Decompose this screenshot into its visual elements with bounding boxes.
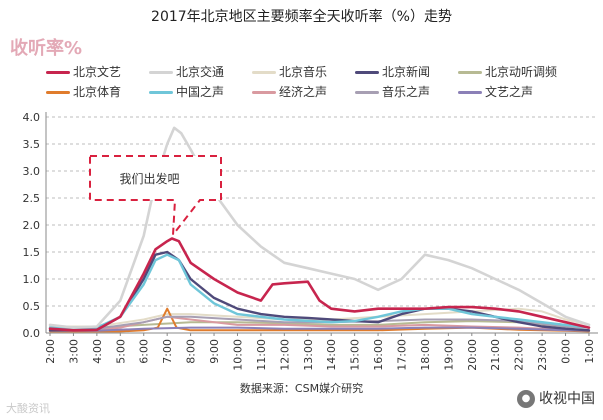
x-tick-label: 0:00 xyxy=(560,339,573,364)
watermark-right-text: 收视中国 xyxy=(539,391,595,407)
legend-label: 北京动听调频 xyxy=(485,65,558,79)
x-tick-label: 3:00 xyxy=(67,339,80,364)
legend-label: 北京体育 xyxy=(73,85,122,99)
legend-label: 文艺之声 xyxy=(485,85,534,99)
watermark-right: ● 收视中国 xyxy=(517,388,595,408)
x-tick-label: 9:00 xyxy=(208,339,221,364)
x-tick-label: 4:00 xyxy=(91,339,104,364)
x-tick-label: 14:00 xyxy=(325,339,338,371)
legend-item: 北京交通 xyxy=(149,63,224,80)
x-tick-label: 11:00 xyxy=(255,339,268,371)
legend-swatch xyxy=(46,91,70,94)
legend-label: 北京交通 xyxy=(176,65,225,79)
series-line-2 xyxy=(48,126,591,329)
series-line-7 xyxy=(48,253,591,329)
y-tick-label: 3.5 xyxy=(23,138,41,151)
x-tick-label: 19:00 xyxy=(442,339,455,371)
x-tick-label: 23:00 xyxy=(536,339,549,371)
x-tick-label: 10:00 xyxy=(231,339,244,371)
legend-item: 音乐之声 xyxy=(355,83,430,100)
series-line-8 xyxy=(49,315,590,332)
y-tick-label: 0.5 xyxy=(23,300,41,313)
x-tick-label: 21:00 xyxy=(489,339,502,371)
legend-swatch xyxy=(458,91,482,94)
legend-label: 中国之声 xyxy=(176,85,225,99)
series-line-9 xyxy=(49,315,590,330)
x-tick-label: 22:00 xyxy=(513,339,526,371)
legend-swatch xyxy=(458,71,482,74)
legend-item: 北京新闻 xyxy=(355,63,430,80)
wechat-icon: ● xyxy=(517,390,535,408)
series-line-1 xyxy=(48,237,591,332)
legend-swatch xyxy=(252,91,276,94)
series-line-5 xyxy=(49,320,590,329)
y-axis-label: 收听率% xyxy=(10,38,83,59)
x-tick-label: 2:00 xyxy=(44,339,57,364)
y-tick-label: 2.5 xyxy=(23,192,41,205)
legend-swatch xyxy=(149,71,173,74)
legend-item: 北京体育 xyxy=(46,83,121,100)
legend-swatch xyxy=(355,71,379,74)
series-line-3 xyxy=(49,307,590,328)
x-tick-label: 20:00 xyxy=(466,339,479,371)
annotation-callout xyxy=(89,155,222,238)
series-line-10 xyxy=(49,326,590,332)
series-line-6 xyxy=(49,307,590,333)
x-tick-label: 17:00 xyxy=(396,339,409,371)
x-tick-label: 6:00 xyxy=(138,339,151,364)
y-tick-label: 1.5 xyxy=(23,246,41,259)
legend-item: 北京动听调频 xyxy=(458,63,557,80)
x-tick-label: 12:00 xyxy=(278,339,291,371)
legend-swatch xyxy=(149,91,173,94)
x-tick-label: 7:00 xyxy=(161,339,174,364)
legend-item: 北京文艺 xyxy=(46,63,121,80)
y-tick-label: 3.0 xyxy=(23,165,41,178)
series-line-4 xyxy=(48,250,591,332)
legend-item: 中国之声 xyxy=(149,83,224,100)
x-tick-label: 16:00 xyxy=(372,339,385,371)
legend-swatch xyxy=(355,91,379,94)
legend-label: 音乐之声 xyxy=(382,85,431,99)
x-tick-label: 13:00 xyxy=(302,339,315,371)
annotation-text: 我们出发吧 xyxy=(119,171,179,186)
y-tick-label: 0.0 xyxy=(23,327,41,340)
legend-swatch xyxy=(252,71,276,74)
legend-label: 北京音乐 xyxy=(279,65,328,79)
x-tick-label: 1:00 xyxy=(583,339,596,364)
chart-title: 2017年北京地区主要频率全天收听率（%）走势 xyxy=(151,9,452,25)
x-tick-label: 8:00 xyxy=(185,339,198,364)
y-tick-label: 1.0 xyxy=(23,273,41,286)
legend-label: 北京新闻 xyxy=(382,65,431,79)
y-tick-label: 4.0 xyxy=(23,111,41,124)
legend-label: 经济之声 xyxy=(279,85,328,99)
data-source: 数据来源：CSM媒介研究 xyxy=(239,382,364,395)
y-tick-label: 2.0 xyxy=(23,219,41,232)
watermark-left: 大酸资讯 xyxy=(6,402,50,415)
legend-item: 经济之声 xyxy=(252,83,327,100)
legend-swatch xyxy=(46,71,70,74)
x-tick-label: 15:00 xyxy=(349,339,362,371)
legend-item: 北京音乐 xyxy=(252,63,327,80)
x-tick-label: 5:00 xyxy=(114,339,127,364)
x-tick-label: 18:00 xyxy=(419,339,432,371)
legend-item: 文艺之声 xyxy=(458,83,533,100)
legend-label: 北京文艺 xyxy=(73,65,122,79)
